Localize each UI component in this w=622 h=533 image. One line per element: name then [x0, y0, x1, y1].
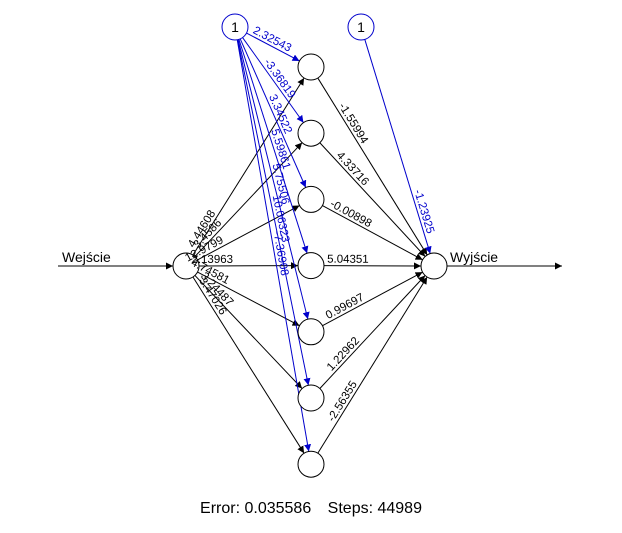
- edge-hidden-output-1: [317, 77, 428, 256]
- hidden-node-2: [297, 119, 325, 147]
- edge-bias-hidden-3: [239, 38, 307, 188]
- edge-hidden-output-2: [319, 142, 426, 257]
- hidden-node-6: [297, 384, 325, 412]
- weight-hidden-output-6: 1.22962: [325, 335, 362, 374]
- edge-input-hidden-2: [194, 142, 303, 257]
- edge-input-hidden-3: [197, 205, 300, 261]
- error-text: Error: 0.035586: [200, 500, 312, 517]
- edge-hidden-output-3: [322, 205, 423, 261]
- weight-hidden-output-7: -2.56355: [326, 379, 360, 424]
- input-name: Wejście: [62, 249, 111, 265]
- bias-node-output-label: 1: [357, 19, 365, 35]
- hidden-node-3: [297, 185, 325, 213]
- bias-node-output: [347, 13, 375, 41]
- bias-node-hidden: [221, 13, 249, 41]
- edge-bias-output: [364, 39, 432, 254]
- weight-bias-hidden-1: 2.32543: [251, 25, 293, 55]
- hidden-node-5: [297, 318, 325, 346]
- hidden-node-7: [297, 450, 325, 478]
- weight-input-hidden-4: 2.13963: [191, 254, 233, 266]
- weight-bias-hidden-2: -3.36819: [261, 57, 297, 101]
- output-node: [420, 252, 448, 280]
- weight-hidden-output-4: 5.04351: [327, 254, 369, 266]
- output-name: Wyjście: [450, 249, 498, 265]
- weight-bias-output: -1.23925: [411, 188, 436, 235]
- edge-input-hidden-6: [194, 275, 303, 389]
- edge-hidden-output-5: [322, 271, 423, 327]
- hidden-node-1: [297, 53, 325, 81]
- edge-input-hidden-1: [192, 77, 305, 256]
- hidden-node-4: [297, 252, 325, 280]
- edge-hidden-output-6: [319, 275, 426, 389]
- weight-hidden-output-1: -1.55994: [336, 101, 370, 146]
- weight-hidden-output-3: -0.00898: [328, 198, 374, 230]
- edge-bias-hidden-2: [242, 37, 304, 123]
- edge-bias-hidden-1: [246, 32, 300, 62]
- edge-input-hidden-5: [197, 271, 300, 327]
- edge-bias-hidden-5: [237, 39, 310, 320]
- edge-bias-hidden-6: [237, 39, 311, 386]
- edge-hidden-output-7: [317, 276, 428, 454]
- steps-text: Steps: 44989: [327, 500, 422, 517]
- bias-node-hidden-label: 1: [231, 19, 239, 35]
- weight-hidden-output-5: 0.99697: [324, 292, 366, 322]
- edge-bias-hidden-4: [238, 39, 309, 254]
- edge-input-hidden-7: [192, 276, 305, 454]
- training-summary: Error: 0.035586 Steps: 44989: [0, 500, 622, 518]
- input-node: [172, 252, 200, 280]
- edge-bias-hidden-7: [236, 39, 312, 452]
